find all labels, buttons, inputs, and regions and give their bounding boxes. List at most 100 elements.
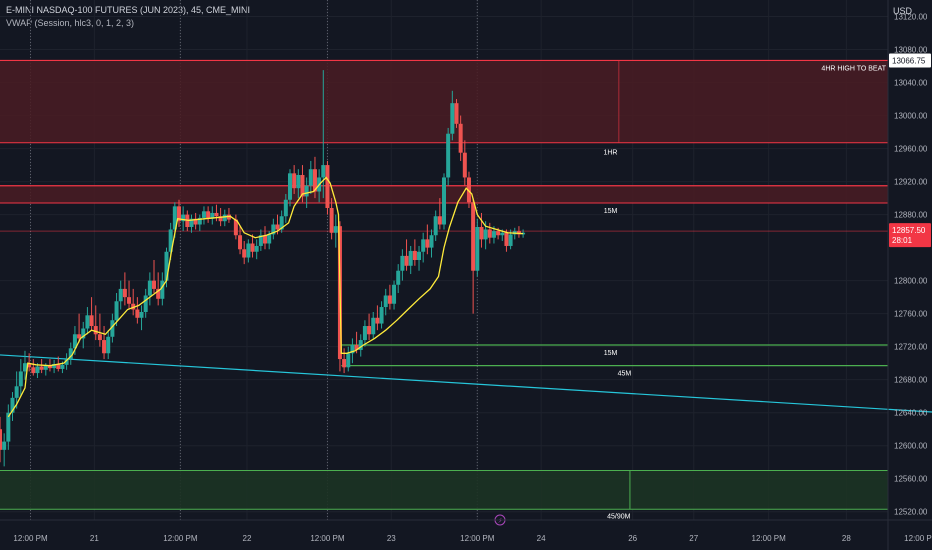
high-price-badge-label: 13066.75 bbox=[892, 56, 926, 65]
candle-body bbox=[408, 250, 413, 266]
candle-body bbox=[168, 229, 173, 252]
candle-body bbox=[400, 255, 405, 271]
candle-body bbox=[433, 216, 438, 236]
x-tick-label: 12:00 PM bbox=[752, 534, 787, 543]
candle-body bbox=[283, 199, 288, 217]
candle-body bbox=[450, 103, 455, 134]
candle-body bbox=[189, 218, 194, 227]
x-axis: 12:00 PM 21 12:00 PM 22 12:00 PM 23 12:00 PM 24… bbox=[0, 519, 932, 543]
candle-body bbox=[176, 206, 181, 222]
candle-body bbox=[31, 367, 36, 374]
candle-body bbox=[106, 336, 111, 354]
candle-body bbox=[425, 239, 430, 248]
candle-body bbox=[491, 231, 496, 238]
y-tick-label: 12720.00 bbox=[894, 343, 928, 352]
candle-body bbox=[68, 348, 73, 360]
x-tick-label: 28 bbox=[842, 534, 851, 543]
support-zone bbox=[0, 470, 888, 510]
candle-body bbox=[238, 235, 243, 250]
x-tick-label: 12:00 PM bbox=[163, 534, 198, 543]
candle-body bbox=[312, 169, 317, 192]
candle-body bbox=[396, 270, 401, 285]
candle-body bbox=[6, 412, 11, 442]
candle-body bbox=[242, 249, 247, 258]
candle-body bbox=[475, 226, 480, 271]
candle-body bbox=[77, 334, 82, 339]
candle-body bbox=[275, 224, 280, 230]
y-tick-label: 12520.00 bbox=[894, 508, 928, 517]
candle-body bbox=[300, 174, 305, 197]
candle-body bbox=[18, 371, 23, 387]
candle-body bbox=[412, 250, 417, 260]
y-tick-label: 12920.00 bbox=[894, 178, 928, 187]
candle-body bbox=[483, 229, 488, 240]
candle-body bbox=[496, 231, 501, 236]
candle-body bbox=[97, 334, 102, 341]
zone-label: 45/90M bbox=[607, 513, 631, 520]
candle-body bbox=[201, 211, 206, 218]
candle-body bbox=[383, 295, 388, 308]
zone-label: 15M bbox=[604, 350, 618, 357]
candle-body bbox=[279, 216, 284, 230]
y-tick-label: 13080.00 bbox=[894, 46, 928, 55]
candle-body bbox=[258, 235, 263, 246]
candle-body bbox=[271, 224, 276, 235]
y-tick-label: 12760.00 bbox=[894, 310, 928, 319]
x-tick-label: 21 bbox=[90, 534, 99, 543]
candle-body bbox=[500, 232, 505, 236]
candle-body bbox=[52, 364, 57, 369]
candle-body bbox=[367, 326, 372, 335]
vwap-line bbox=[7, 176, 524, 418]
candle-body bbox=[206, 211, 211, 219]
candle-body bbox=[504, 232, 509, 246]
candle-body bbox=[127, 297, 132, 304]
candle-body bbox=[508, 234, 513, 246]
candle-body bbox=[160, 280, 165, 299]
candle-body bbox=[143, 295, 148, 312]
candle-body bbox=[85, 315, 90, 329]
candle-body bbox=[442, 177, 446, 225]
y-tick-label: 13120.00 bbox=[894, 13, 928, 22]
study-legend[interactable]: VWAP (Session, hlc3, 0, 1, 2, 3) bbox=[6, 18, 135, 28]
y-tick-label: 13040.00 bbox=[894, 79, 928, 88]
candle-body bbox=[172, 206, 177, 230]
candle-body bbox=[81, 328, 86, 339]
candle-body bbox=[102, 340, 107, 354]
current-price-badge bbox=[889, 223, 931, 248]
candle-body bbox=[156, 288, 161, 299]
candle-body bbox=[210, 212, 215, 219]
candle-body bbox=[139, 312, 144, 318]
candle-body bbox=[233, 219, 238, 236]
y-tick-label: 12800.00 bbox=[894, 277, 928, 286]
candle-body bbox=[296, 174, 301, 189]
candle-body bbox=[379, 307, 384, 324]
candle-body bbox=[60, 364, 65, 369]
candle-body bbox=[22, 363, 27, 372]
candle-body bbox=[152, 280, 157, 289]
x-tick-label: 12:00 PM bbox=[904, 534, 932, 543]
candle-body bbox=[39, 366, 44, 370]
candle-body bbox=[43, 365, 48, 370]
candle-body bbox=[10, 397, 15, 413]
x-tick-label: 24 bbox=[537, 534, 546, 543]
candle-body bbox=[387, 295, 392, 304]
candle-body bbox=[64, 359, 69, 365]
x-tick-label: 23 bbox=[387, 534, 396, 543]
candle-body bbox=[131, 303, 136, 310]
lightning-icon: ⚡ bbox=[498, 517, 503, 525]
candle-body bbox=[458, 123, 463, 153]
candle-body bbox=[27, 363, 32, 368]
trendline bbox=[0, 354, 932, 413]
candle-body bbox=[358, 340, 363, 350]
x-tick-label: 12:00 PM bbox=[310, 534, 345, 543]
candle-body bbox=[346, 353, 351, 368]
candle-body bbox=[325, 165, 330, 208]
candle-body bbox=[304, 185, 309, 197]
high-price-badge bbox=[889, 53, 931, 68]
candle-body bbox=[446, 133, 451, 178]
vwap-layer bbox=[7, 176, 524, 418]
candle-body bbox=[135, 309, 140, 318]
candle-body bbox=[321, 165, 326, 178]
